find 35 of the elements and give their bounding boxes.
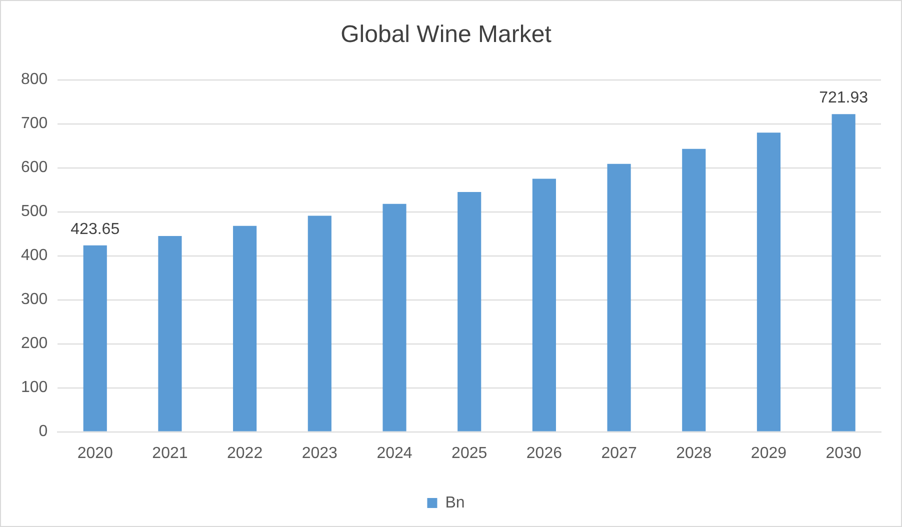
bar (532, 178, 556, 432)
bar (233, 226, 257, 432)
bar (682, 148, 706, 432)
bar (158, 236, 182, 432)
x-tick-label: 2024 (376, 444, 412, 462)
y-tick-label: 300 (20, 291, 48, 308)
bar (83, 245, 107, 432)
bar (308, 216, 332, 432)
y-tick-label: 700 (20, 115, 48, 132)
x-tick-label: 2027 (601, 444, 637, 462)
x-tick-label: 2028 (676, 444, 712, 462)
y-tick-label: 500 (20, 203, 48, 220)
data-label: 721.93 (819, 90, 868, 107)
y-tick-label: 800 (20, 71, 48, 88)
chart-title: Global Wine Market (340, 21, 552, 48)
y-tick-label: 600 (20, 159, 48, 176)
x-tick-label: 2025 (452, 444, 488, 462)
legend-label: Bn (445, 494, 465, 512)
data-label: 423.65 (70, 220, 120, 238)
y-tick-label: 400 (20, 247, 48, 264)
x-tick-label: 2030 (826, 444, 862, 462)
x-tick-label: 2020 (77, 444, 114, 462)
x-tick-label: 2029 (750, 444, 787, 462)
y-tick-label: 0 (38, 423, 48, 440)
bar (458, 192, 482, 432)
y-tick-label: 200 (20, 335, 48, 352)
bar (756, 132, 781, 432)
x-tick-label: 2026 (526, 444, 562, 462)
bar (382, 204, 406, 432)
y-tick-label: 100 (20, 379, 48, 396)
x-tick-label: 2023 (302, 444, 338, 462)
x-tick-label: 2022 (227, 444, 263, 462)
bar (832, 114, 856, 432)
x-tick-label: 2021 (152, 444, 188, 462)
bar (607, 164, 631, 432)
